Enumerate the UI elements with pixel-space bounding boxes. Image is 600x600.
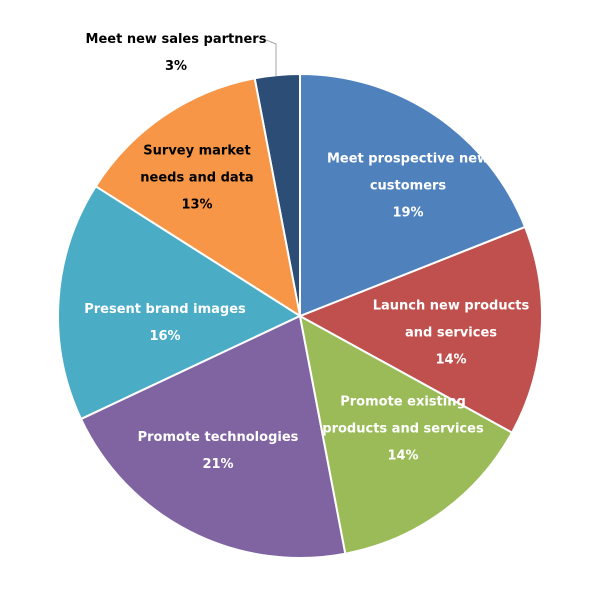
pie-slice — [94, 77, 302, 319]
slice-label: Survey market needs and data 13% — [137, 138, 257, 219]
category-label: Launch new products and services — [372, 298, 530, 341]
value-label: 14% — [387, 448, 419, 464]
pie-slice — [299, 72, 527, 318]
pie-slice — [298, 314, 514, 555]
slice-label: Meet new sales partners 3% — [66, 26, 286, 80]
leader-line — [265, 39, 277, 76]
value-label: 13% — [181, 197, 213, 213]
value-label: 16% — [149, 329, 181, 344]
category-label: Meet new sales partners — [85, 32, 267, 47]
pie-slice — [79, 314, 347, 559]
category-label: Meet prospective new customers — [326, 151, 490, 194]
pie-slice — [57, 184, 303, 421]
category-label: Survey market needs and data — [140, 143, 254, 186]
category-label: Promote existing products and services — [322, 394, 484, 437]
category-label: Present brand images — [84, 302, 246, 317]
slice-label: Launch new products and services 14% — [366, 293, 536, 374]
slice-label: Promote existing products and services 14… — [318, 389, 488, 470]
value-label: 14% — [435, 352, 467, 368]
slice-label: Promote technologies 21% — [118, 424, 318, 478]
pie-slice — [297, 225, 543, 434]
value-label: 3% — [164, 59, 188, 74]
category-label: Promote technologies — [137, 430, 299, 445]
slice-label: Meet prospective new customers 19% — [313, 146, 503, 227]
value-label: 21% — [202, 457, 234, 472]
slice-label: Present brand images 16% — [65, 296, 265, 350]
value-label: 19% — [392, 205, 424, 221]
